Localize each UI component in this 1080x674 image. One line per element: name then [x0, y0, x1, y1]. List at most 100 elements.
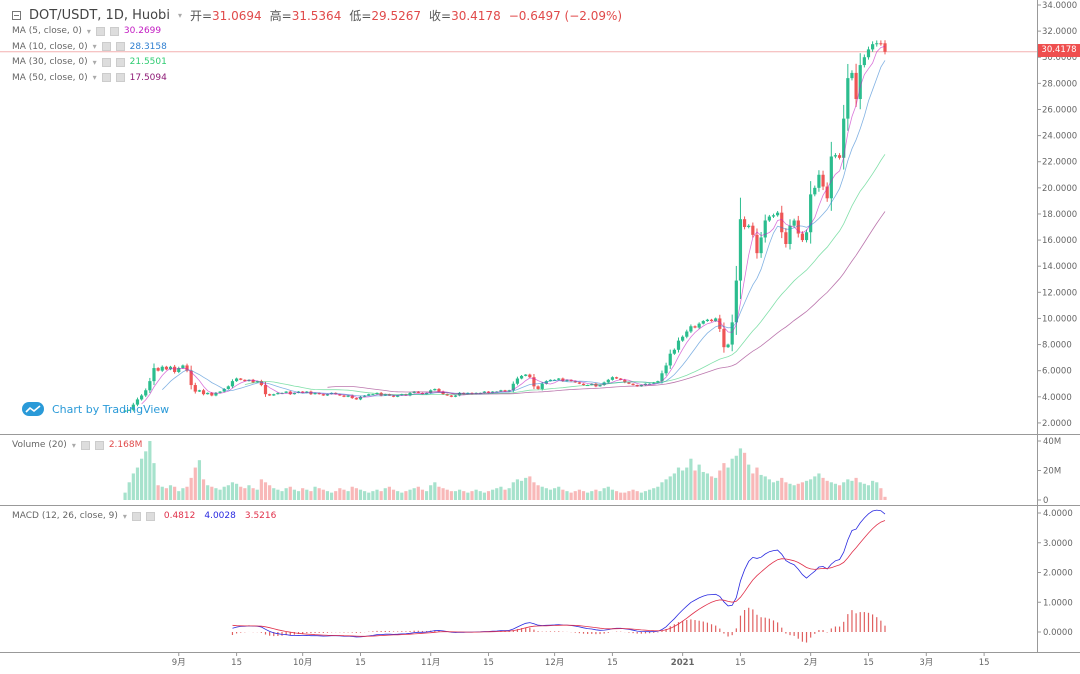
price-tick-label: 4.0000 [1042, 393, 1072, 403]
candle-up [681, 336, 685, 341]
change-value: −0.6497 (−2.09%) [508, 8, 623, 23]
collapse-icon[interactable] [12, 11, 21, 20]
settings-icon[interactable] [131, 511, 141, 521]
candle-up [272, 394, 276, 396]
candle-up [453, 395, 458, 397]
volume-bar [230, 482, 235, 500]
chevron-down-icon[interactable]: ▾ [92, 57, 97, 67]
volume-bar [400, 492, 404, 500]
settings-icon[interactable] [101, 73, 111, 82]
symbol-title[interactable]: DOT/USDT, 1D, Huobi [29, 8, 170, 23]
settings-icon[interactable] [101, 42, 111, 51]
candle-down [755, 234, 759, 254]
time-tick-label: 9月 [172, 658, 186, 668]
volume-bar [325, 491, 330, 500]
time-tick-label: 15 [607, 658, 618, 668]
candle-up [656, 381, 660, 383]
close-icon[interactable] [145, 511, 155, 521]
volume-bar [247, 485, 251, 500]
candle-down [391, 395, 396, 397]
candle-up [524, 374, 528, 376]
volume-bar [379, 491, 383, 500]
volume-bar [569, 492, 573, 500]
chevron-down-icon[interactable]: ▾ [86, 26, 91, 36]
volume-bar [553, 488, 557, 500]
ma-label[interactable]: MA (5, close, 0) [12, 26, 82, 36]
price-tick-label: 8.0000 [1042, 341, 1072, 351]
volume-bar [540, 486, 544, 500]
chevron-down-icon[interactable]: ▾ [122, 511, 127, 521]
macd-tick-label: 0.0000 [1043, 628, 1073, 638]
volume-label[interactable]: Volume (20) [12, 440, 67, 450]
candle-down [317, 392, 321, 395]
candle-up [842, 118, 846, 158]
ma-legend-50: MA (50, close, 0) ▾ 17.5094 [12, 73, 167, 83]
chevron-down-icon[interactable]: ▾ [92, 73, 97, 82]
volume-bar [763, 476, 767, 500]
candle-down [709, 319, 714, 322]
volume-bar [354, 488, 358, 500]
volume-bar [813, 476, 817, 500]
volume-bar [148, 441, 152, 500]
candle-up [371, 394, 375, 396]
ma-label[interactable]: MA (30, close, 0) [12, 57, 88, 67]
volume-bar [751, 473, 755, 500]
candle-down [883, 43, 887, 52]
close-icon[interactable] [109, 26, 119, 36]
volume-bar [234, 483, 239, 500]
close-icon[interactable] [115, 42, 125, 51]
close-icon[interactable] [115, 73, 125, 82]
candle-down [342, 395, 346, 397]
time-tick-label: 3月 [919, 658, 933, 668]
volume-bar [561, 489, 565, 500]
candle-up [714, 318, 718, 322]
candle-up [383, 394, 387, 396]
volume-bar [305, 489, 309, 500]
volume-bar [804, 480, 809, 500]
candle-up [515, 378, 520, 384]
volume-bar [173, 486, 177, 500]
candle-up [152, 368, 156, 382]
candle-up [747, 225, 751, 228]
settings-icon[interactable] [80, 440, 90, 450]
candle-up [396, 395, 400, 397]
chevron-down-icon[interactable]: ▾ [92, 42, 97, 51]
settings-icon[interactable] [95, 26, 105, 36]
candle-up [598, 385, 602, 387]
tradingview-branding[interactable]: Chart by TradingView [22, 402, 169, 416]
candle-up [181, 365, 185, 369]
volume-tick-label: 0 [1043, 496, 1048, 506]
close-icon[interactable] [94, 440, 104, 450]
volume-tick-label: 40M [1043, 437, 1061, 447]
volume-bar [313, 486, 317, 500]
settings-icon[interactable] [101, 57, 111, 67]
volume-bar [862, 483, 866, 500]
volume-bar [672, 473, 676, 500]
candle-down [268, 394, 272, 396]
macd-label[interactable]: MACD (12, 26, close, 9) [12, 511, 118, 521]
volume-bar [474, 489, 478, 500]
candle-up [197, 390, 202, 392]
volume-value: 2.168M [108, 440, 143, 450]
candle-up [647, 383, 652, 385]
candle-up [424, 392, 429, 395]
volume-bar [367, 492, 371, 500]
candle-down [577, 382, 581, 384]
volume-bar [871, 480, 875, 500]
candle-up [284, 391, 288, 393]
volume-bar [280, 491, 284, 500]
volume-bar [635, 491, 639, 500]
ma-label[interactable]: MA (50, close, 0) [12, 72, 88, 83]
candle-down [445, 394, 449, 396]
ma-label[interactable]: MA (10, close, 0) [12, 41, 88, 52]
volume-bar [342, 489, 346, 500]
signal-line [232, 520, 886, 637]
chevron-down-icon[interactable]: ▾ [177, 11, 182, 20]
volume-bar [817, 473, 821, 500]
close-icon[interactable] [115, 57, 125, 67]
volume-bar [577, 489, 581, 500]
volume-bar [144, 451, 148, 500]
chevron-down-icon[interactable]: ▾ [71, 440, 76, 450]
volume-bar [532, 482, 536, 500]
